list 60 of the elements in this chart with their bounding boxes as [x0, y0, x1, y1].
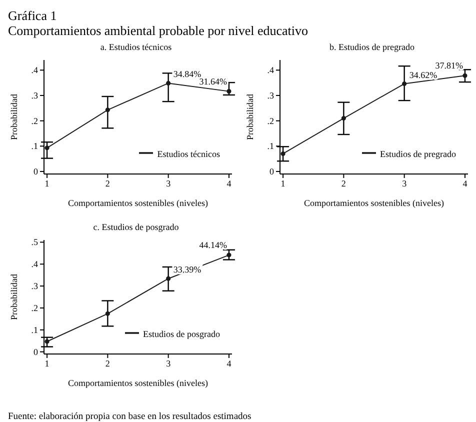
point [226, 89, 232, 94]
legend-label: Estudios técnicos [157, 148, 220, 159]
x-tick-label: 1 [280, 178, 286, 188]
x-tick-label: 4 [462, 178, 468, 188]
point [105, 311, 110, 316]
legend-label: Estudios de posgrado [143, 328, 220, 339]
y-tick-label: 0 [34, 346, 38, 357]
y-axis-title: Probabilidad [9, 94, 20, 140]
y-tick-label: .3 [31, 90, 38, 100]
y-tick-label: .4 [267, 65, 274, 76]
point [166, 80, 171, 86]
y-axis-title: Probabilidad [245, 94, 256, 140]
point [341, 116, 346, 121]
x-tick-label: 2 [341, 178, 346, 188]
y-tick-label: .2 [31, 116, 38, 126]
chart-title: a. Estudios técnicos [99, 42, 173, 54]
point [402, 81, 407, 86]
point [462, 73, 468, 78]
x-axis-title: Comportamientos sostenibles (niveles) [68, 378, 208, 388]
x-tick-label: 4 [226, 178, 232, 188]
chart-title: c. Estudios de posgrado [92, 222, 180, 234]
y-tick-label: .3 [267, 90, 274, 100]
y-tick-label: .4 [31, 259, 38, 270]
data-label: 34.84% [173, 69, 202, 80]
y-tick-label: .1 [31, 324, 38, 335]
point [44, 146, 50, 150]
text: Comportamientos ambiental probable por nivel educativo [8, 23, 310, 38]
x-tick-label: 2 [105, 178, 110, 188]
point [280, 151, 286, 156]
y-tick-label: .2 [31, 302, 38, 313]
y-axis-title: Probabilidad [9, 274, 20, 320]
x-tick-label: 3 [166, 178, 172, 188]
legend-label: Estudios de pregrado [380, 148, 456, 159]
x-axis-title: Comportamientos sostenibles (niveles) [68, 198, 208, 208]
data-label: 37.81% [435, 60, 464, 71]
x-tick-label: 3 [166, 358, 172, 368]
y-tick-label: 0 [34, 166, 38, 176]
text: Gráfica 1 [8, 8, 58, 23]
y-tick-label: .1 [31, 141, 38, 152]
point [105, 108, 110, 112]
x-tick-label: 4 [226, 358, 232, 368]
y-tick-label: .4 [31, 65, 38, 76]
x-tick-label: 1 [44, 178, 50, 188]
x-tick-label: 1 [44, 358, 50, 368]
y-tick-label: .5 [31, 237, 38, 248]
x-tick-label: 3 [402, 178, 408, 188]
x-tick-label: 2 [105, 358, 110, 368]
y-tick-label: .2 [267, 116, 274, 126]
point [226, 252, 232, 258]
y-tick-label: .1 [267, 141, 274, 152]
chart-title: b. Estudios de pregrado [328, 42, 416, 54]
x-axis-title: Comportamientos sostenibles (niveles) [304, 198, 444, 208]
y-tick-label: 0 [270, 166, 274, 176]
point [166, 276, 171, 281]
data-label: 31.64% [199, 76, 228, 86]
data-label: 34.62% [409, 70, 438, 80]
data-label: 44.14% [199, 240, 228, 250]
point [44, 339, 50, 344]
y-tick-label: .3 [31, 281, 38, 292]
source-note: Fuente: elaboración propia con base en los resultados estimados [8, 412, 252, 422]
